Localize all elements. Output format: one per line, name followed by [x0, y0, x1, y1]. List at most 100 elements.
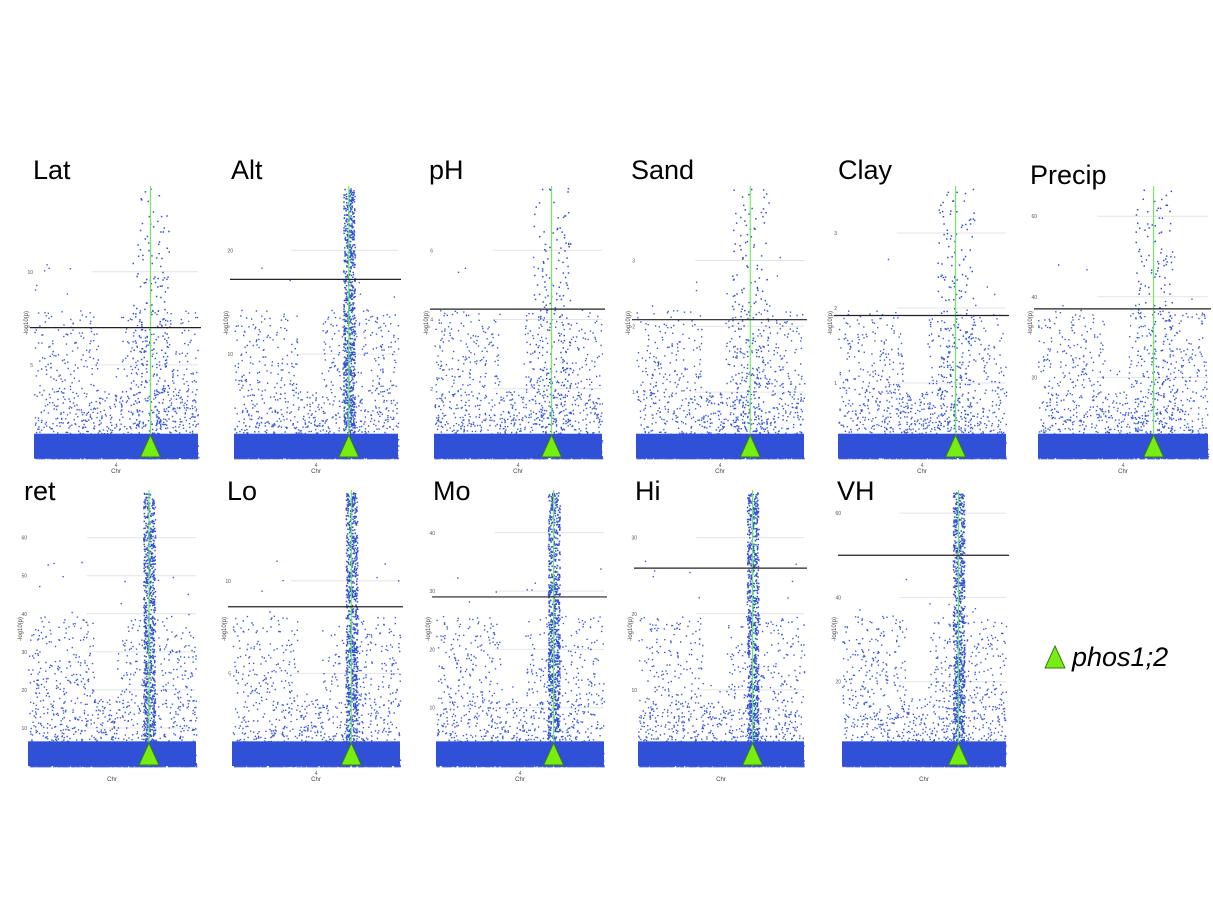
peak-points	[952, 492, 966, 768]
manhattan-panel-vh: VH 20 40 60 -log10(p) Chr	[832, 476, 1010, 788]
peak-points	[143, 492, 157, 768]
peak-points	[547, 492, 561, 768]
y-tick-label: 4	[430, 318, 433, 324]
x-tick-label: 4	[517, 463, 520, 469]
panel-title: ret	[24, 476, 56, 506]
x-axis-label: Chr	[311, 777, 321, 783]
y-tick-label: 2	[430, 387, 433, 393]
y-tick-label: 40	[429, 531, 435, 537]
y-tick-label: 30	[631, 536, 637, 542]
x-tick-label: 4	[315, 463, 318, 469]
manhattan-panel-ret: ret 10 20 30 40 50 60 -log10(p) Chr	[18, 476, 200, 788]
y-tick-label: 1	[632, 390, 635, 396]
y-axis-label: -log10(p)	[424, 311, 430, 335]
x-axis-label: Chr	[919, 777, 929, 783]
panel-title: Clay	[838, 155, 893, 185]
scatter-points	[232, 560, 402, 768]
y-tick-label: 20	[21, 688, 27, 694]
scatter-points	[1038, 256, 1210, 460]
y-tick-label: 40	[835, 595, 841, 601]
y-tick-label: 20	[227, 248, 233, 254]
y-axis-label: -log10(p)	[832, 617, 838, 641]
peak-points	[937, 188, 976, 460]
scatter-points	[636, 256, 806, 460]
panel-title: VH	[837, 476, 875, 506]
gene-marker-triangle	[739, 433, 762, 458]
y-axis-label: -log10(p)	[222, 617, 228, 641]
manhattan-panel-ph: pH 2 4 6 -log10(p) Chr 4	[424, 155, 606, 480]
y-tick-label: 60	[1031, 214, 1037, 220]
y-tick-label: 60	[21, 536, 27, 542]
y-tick-label: 2	[632, 324, 635, 330]
panel-title: Alt	[231, 155, 263, 185]
gene-marker-triangle	[338, 433, 360, 458]
y-tick-label: 50	[21, 574, 27, 580]
panel-title: Sand	[631, 155, 695, 185]
gene-marker-triangle	[741, 741, 764, 766]
y-tick-label: 3	[834, 231, 837, 237]
y-tick-label: 10	[225, 579, 231, 585]
manhattan-panel-lo: Lo 5 10 -log10(p) Chr 4	[222, 476, 404, 788]
panel-title: Mo	[433, 476, 471, 506]
gene-marker-triangle	[540, 433, 563, 458]
y-axis-label: -log10(p)	[828, 311, 834, 335]
y-tick-label: 20	[835, 680, 841, 686]
y-tick-label: 40	[1031, 295, 1037, 301]
scatter-points	[842, 578, 1008, 768]
x-axis-label: Chr	[513, 469, 523, 475]
peak-points	[343, 188, 356, 460]
scatter-points	[838, 258, 1008, 460]
gene-marker-triangle	[944, 433, 967, 458]
green-triangle-icon	[1044, 645, 1066, 669]
scatter-points	[436, 568, 605, 768]
scatter-points	[434, 256, 604, 460]
y-axis-label: -log10(p)	[24, 311, 30, 335]
x-tick-label: 4	[315, 771, 318, 777]
peak-points	[345, 492, 359, 768]
x-tick-label: 4	[519, 771, 522, 777]
y-tick-label: 10	[21, 726, 27, 732]
panel-title: pH	[429, 155, 464, 185]
y-tick-label: 20	[631, 612, 637, 618]
y-tick-label: 1	[834, 381, 837, 387]
y-tick-label: 10	[27, 270, 33, 276]
x-axis-label: Chr	[715, 469, 725, 475]
scatter-points	[34, 264, 200, 460]
y-tick-label: 2	[834, 306, 837, 312]
y-axis-label: -log10(p)	[224, 311, 230, 335]
y-axis-label: -log10(p)	[626, 311, 632, 335]
gene-marker-triangle	[542, 741, 565, 766]
x-axis-label: Chr	[1118, 469, 1128, 475]
manhattan-panel-hi: Hi 10 20 30 -log10(p) Chr	[628, 478, 808, 788]
panel-title: Lo	[227, 476, 258, 506]
y-axis-label: -log10(p)	[18, 617, 24, 641]
legend: phos1;2	[1044, 641, 1168, 673]
y-tick-label: 20	[429, 647, 435, 653]
x-axis-label: Chr	[311, 469, 321, 475]
manhattan-plot: 20 40 60 -log10(p) Chr	[832, 490, 1009, 783]
x-axis-label: Chr	[111, 469, 121, 475]
panel-title: Lat	[33, 155, 71, 185]
manhattan-panel-clay: Clay 1 2 3 -log10(p) Chr 4	[828, 155, 1010, 480]
gene-marker-triangle	[139, 433, 162, 458]
points-band	[434, 433, 602, 458]
y-tick-label: 30	[21, 650, 27, 656]
x-axis-label: Chr	[917, 469, 927, 475]
y-axis-label: -log10(p)	[426, 617, 432, 641]
y-tick-label: 10	[631, 688, 637, 694]
y-tick-label: 30	[429, 589, 435, 595]
gene-marker-triangle	[138, 741, 160, 766]
x-axis-label: Chr	[515, 777, 525, 783]
scatter-points	[28, 561, 198, 768]
y-tick-label: 3	[632, 258, 635, 264]
gene-marker-triangle	[947, 741, 970, 766]
y-tick-label: 40	[21, 612, 27, 618]
panel-title: Precip	[1030, 160, 1107, 190]
manhattan-plot: 10 20 30 -log10(p) Chr	[628, 490, 807, 783]
y-tick-label: 5	[30, 363, 33, 369]
